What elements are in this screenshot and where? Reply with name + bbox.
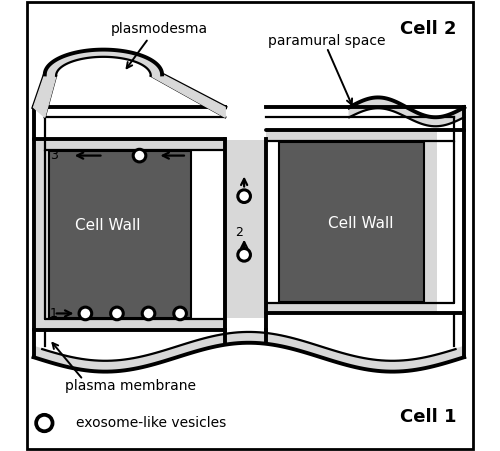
Polygon shape: [34, 50, 225, 117]
Text: exosome-like vesicles: exosome-like vesicles: [76, 416, 227, 430]
Text: 2: 2: [235, 226, 242, 239]
Circle shape: [133, 149, 146, 162]
Circle shape: [238, 190, 250, 202]
Text: 1: 1: [50, 307, 58, 320]
Polygon shape: [349, 97, 464, 126]
Text: paramural space: paramural space: [268, 33, 386, 48]
Circle shape: [142, 307, 155, 320]
Bar: [36, 318, 225, 329]
Bar: [266, 131, 437, 142]
Bar: [50, 151, 192, 318]
Text: Cell 1: Cell 1: [400, 408, 456, 426]
Text: Cell Wall: Cell Wall: [75, 218, 140, 233]
Text: Cell Wall: Cell Wall: [328, 216, 393, 231]
Bar: [280, 142, 424, 302]
Circle shape: [174, 307, 186, 320]
Text: plasma membrane: plasma membrane: [65, 378, 196, 393]
Circle shape: [79, 307, 92, 320]
Circle shape: [238, 249, 250, 261]
Bar: [225, 140, 266, 318]
Text: 3: 3: [50, 149, 58, 162]
Bar: [36, 151, 50, 318]
Text: Cell 2: Cell 2: [400, 20, 456, 38]
Circle shape: [36, 415, 52, 431]
Text: plasmodesma: plasmodesma: [111, 22, 208, 37]
Bar: [266, 302, 437, 313]
Bar: [36, 140, 225, 151]
Polygon shape: [34, 332, 464, 372]
Circle shape: [110, 307, 124, 320]
Bar: [424, 142, 437, 302]
